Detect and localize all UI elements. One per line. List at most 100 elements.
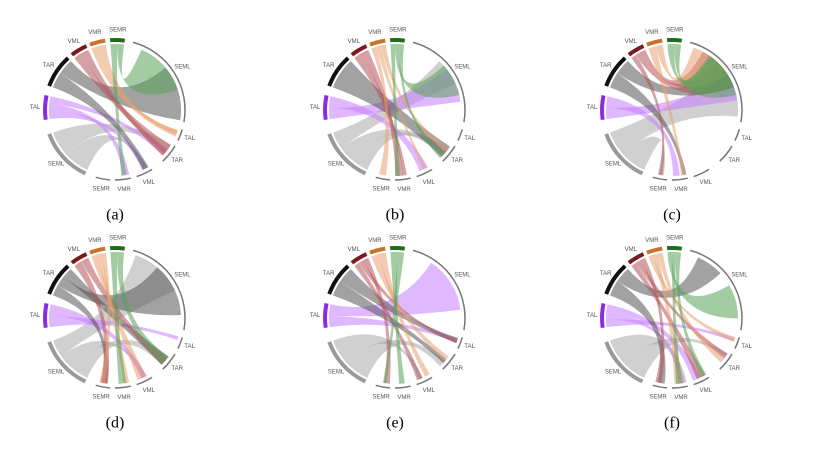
chord [606, 304, 702, 381]
sector-arc [389, 38, 406, 43]
sector-label: TAL [184, 136, 195, 142]
sector-arc [47, 56, 70, 87]
sector-label: TAL [741, 136, 752, 142]
sector-arc [734, 337, 741, 350]
chord [376, 45, 427, 170]
sector-label: VML [625, 247, 638, 253]
sector-label: TAR [43, 63, 55, 69]
sector-label: VML [143, 388, 156, 394]
chord-diagram: SEML TAL TAR VML VMR SEMR SEML TAL TAR VML VMR SEMR [310, 236, 476, 401]
chord [371, 46, 389, 176]
sector-label: TAL [310, 105, 321, 111]
sector-arc [416, 168, 433, 178]
sector-label: VMR [674, 395, 688, 401]
chord-diagram: SEML TAL TAR VML VMR SEMR SEML TAL TAR VML VMR SEMR [587, 236, 753, 401]
sector-label: VMR [117, 187, 131, 193]
sector-label: SEMR [372, 394, 390, 400]
panel-caption: (e) [386, 415, 404, 432]
sector-label: TAR [323, 63, 335, 69]
chord [672, 252, 683, 384]
sector-arc [394, 177, 411, 181]
sector-label: TAR [171, 158, 183, 164]
sector-label: VMR [674, 187, 688, 193]
sector-arc [375, 384, 391, 389]
sector-arc [719, 145, 733, 162]
sector-arc [666, 246, 683, 251]
sector-arc [600, 95, 606, 121]
sector-label: TAR [600, 271, 612, 277]
sector-arc [89, 246, 106, 255]
sector-arc [627, 252, 645, 265]
chord [117, 44, 178, 95]
sector-arc [412, 41, 466, 123]
sector-arc [652, 176, 668, 181]
sector-arc [604, 341, 644, 384]
sector-label: SEML [454, 65, 471, 71]
sector-arc [327, 341, 367, 384]
panel-caption: (b) [386, 207, 405, 224]
sector-label: VML [423, 180, 436, 186]
sector-label: TAR [451, 158, 463, 164]
sector-arc [162, 353, 176, 370]
sector-label: TAR [323, 271, 335, 277]
sector-label: SEMR [92, 186, 110, 192]
sector-arc [646, 38, 663, 47]
sector-arc [350, 252, 368, 265]
sector-label: SEMR [666, 28, 684, 34]
sector-label: SEML [174, 65, 191, 71]
sector-arc [89, 38, 106, 47]
chord [395, 44, 460, 98]
sector-label: TAL [587, 105, 598, 111]
sector-arc [652, 384, 668, 389]
sector-label: VMR [117, 395, 131, 401]
panel-caption: (a) [106, 207, 124, 224]
sector-label: SEML [328, 162, 345, 168]
chord [332, 281, 447, 364]
sector-arc [109, 38, 126, 43]
sector-arc [369, 38, 386, 47]
sector-label: VMR [397, 395, 411, 401]
sector-arc [132, 41, 186, 123]
sector-arc [136, 376, 153, 386]
sector-label: SEMR [666, 236, 684, 242]
sector-label: SEML [605, 370, 622, 376]
sector-label: VML [700, 388, 713, 394]
sector-label: SEML [174, 273, 191, 279]
sector-label: TAL [30, 105, 41, 111]
chord [346, 339, 446, 378]
chord [631, 262, 706, 380]
sector-label: VMR [368, 238, 382, 244]
sector-arc [323, 303, 329, 329]
sector-label: SEMR [389, 28, 407, 34]
sector-label: VMR [368, 30, 382, 36]
sector-label: VMR [88, 30, 102, 36]
sector-label: TAL [184, 344, 195, 350]
sector-label: SEMR [649, 394, 667, 400]
chord [382, 252, 405, 384]
sector-arc [416, 376, 433, 386]
sector-arc [327, 56, 350, 87]
sector-arc [604, 56, 627, 87]
sector-label: VMR [645, 30, 659, 36]
chord [606, 96, 680, 176]
sector-label: TAR [451, 366, 463, 372]
chord [657, 252, 725, 363]
sector-label: TAL [741, 344, 752, 350]
panel-caption: (c) [663, 207, 681, 224]
sector-arc [109, 246, 126, 251]
panel-caption: (f) [664, 415, 680, 432]
sector-arc [457, 129, 464, 142]
sector-arc [162, 145, 176, 162]
sector-label: VMR [397, 187, 411, 193]
sector-arc [136, 168, 153, 178]
chord [371, 254, 449, 361]
sector-arc [693, 376, 710, 386]
sector-label: SEML [454, 273, 471, 279]
sector-label: TAL [310, 313, 321, 319]
sector-arc [442, 353, 456, 370]
sector-label: TAR [43, 271, 55, 277]
sector-label: VML [348, 39, 361, 45]
chord [623, 136, 665, 176]
sector-label: SEML [731, 273, 748, 279]
